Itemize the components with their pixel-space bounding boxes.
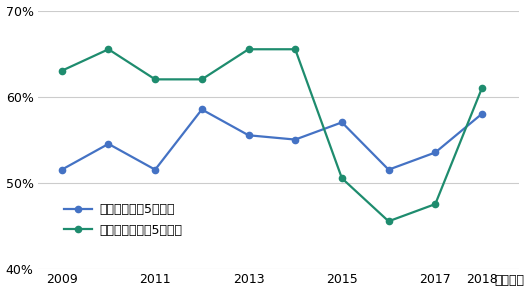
大手ゼネコン5社平均 xyxy=(339,121,345,124)
準大手ゼネコン5社平均 xyxy=(59,69,65,72)
Line: 準大手ゼネコン5社平均: 準大手ゼネコン5社平均 xyxy=(59,46,485,225)
大手ゼネコン5社平均 xyxy=(199,108,205,111)
準大手ゼネコン5社平均 xyxy=(479,86,485,90)
準大手ゼネコン5社平均 xyxy=(292,48,298,51)
準大手ゼネコン5社平均 xyxy=(199,78,205,81)
大手ゼネコン5社平均 xyxy=(59,168,65,171)
準大手ゼネコン5社平均 xyxy=(152,78,158,81)
準大手ゼネコン5社平均 xyxy=(386,220,392,223)
Line: 大手ゼネコン5社平均: 大手ゼネコン5社平均 xyxy=(59,106,485,173)
大手ゼネコン5社平均 xyxy=(292,138,298,141)
大手ゼネコン5社平均 xyxy=(432,151,439,154)
Legend: 大手ゼネコン5社平均, 準大手ゼネコン5社平均: 大手ゼネコン5社平均, 準大手ゼネコン5社平均 xyxy=(59,198,187,242)
準大手ゼネコン5社平均 xyxy=(245,48,252,51)
準大手ゼネコン5社平均 xyxy=(432,202,439,206)
大手ゼネコン5社平均 xyxy=(152,168,158,171)
Text: （年度）: （年度） xyxy=(494,274,524,287)
大手ゼネコン5社平均 xyxy=(479,112,485,116)
大手ゼネコン5社平均 xyxy=(245,133,252,137)
準大手ゼネコン5社平均 xyxy=(105,48,112,51)
大手ゼネコン5社平均 xyxy=(105,142,112,146)
大手ゼネコン5社平均 xyxy=(386,168,392,171)
準大手ゼネコン5社平均 xyxy=(339,177,345,180)
